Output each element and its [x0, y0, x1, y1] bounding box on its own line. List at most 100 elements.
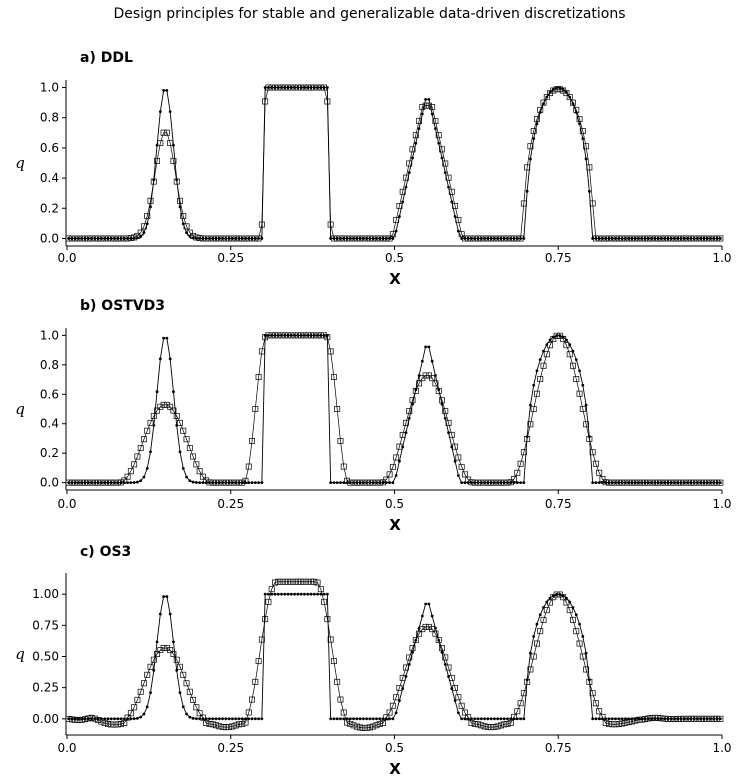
data-point	[215, 717, 218, 720]
x-tick-label: 0.0	[57, 497, 76, 511]
data-point	[608, 717, 611, 720]
y-tick-label: 1.00	[32, 587, 59, 601]
x-tick-label: 1.0	[712, 741, 731, 755]
data-point	[218, 717, 221, 720]
data-point	[107, 717, 110, 720]
data-point	[287, 593, 290, 596]
data-point	[424, 603, 427, 606]
data-point	[116, 717, 119, 720]
data-point	[254, 481, 257, 484]
data-point	[536, 623, 539, 626]
data-point	[339, 717, 342, 720]
data-point	[260, 481, 263, 484]
data-point	[300, 593, 303, 596]
data-point	[500, 717, 503, 720]
data-point	[611, 717, 614, 720]
data-point	[490, 717, 493, 720]
data-point	[595, 717, 598, 720]
data-point	[401, 200, 404, 203]
data-point	[431, 615, 434, 618]
y-axis-label: q	[15, 400, 25, 418]
data-point	[536, 369, 539, 372]
data-point	[316, 593, 319, 596]
data-point	[165, 337, 168, 340]
data-point	[519, 717, 522, 720]
data-point	[444, 417, 447, 420]
data-point	[427, 603, 430, 606]
data-point	[355, 717, 358, 720]
x-tick-label: 0.25	[217, 497, 244, 511]
data-point	[486, 717, 489, 720]
data-point	[391, 481, 394, 484]
data-point	[231, 717, 234, 720]
data-point	[421, 113, 424, 116]
data-point	[198, 481, 201, 484]
data-point	[431, 113, 434, 116]
series-line	[69, 88, 721, 239]
panel-b-ostvd3: b) OSTVD30.00.20.40.60.81.00.0 0.25 0.5 0.7…	[15, 298, 731, 534]
panel-c-os3: c) OS30.000.250.500.751.000.0 0.25 0.5 0.75…	[15, 544, 731, 778]
data-point	[424, 346, 427, 349]
data-point	[169, 357, 172, 360]
data-point	[359, 717, 362, 720]
data-point	[614, 717, 617, 720]
data-point	[221, 717, 224, 720]
y-tick-label: 0.2	[40, 201, 59, 215]
data-point	[211, 717, 214, 720]
data-point	[431, 360, 434, 363]
data-point	[179, 691, 182, 694]
y-tick-label: 0.75	[32, 618, 59, 632]
x-tick-label: 0.75	[545, 497, 572, 511]
panel-a-ddl: a) DDL 0.0 0.2 0.4 0.6 0.8 1.0 0.0 0.25 0.5 0.75 1.…	[15, 50, 731, 288]
data-point	[434, 127, 437, 130]
numerical-series	[66, 579, 723, 730]
data-point	[182, 467, 185, 470]
data-point	[333, 717, 336, 720]
data-point	[369, 717, 372, 720]
y-tick-label: 0.6	[40, 387, 59, 401]
data-point	[313, 593, 316, 596]
data-point	[260, 717, 263, 720]
data-point	[162, 595, 165, 598]
data-point	[264, 593, 267, 596]
data-point	[257, 717, 260, 720]
y-tick-label: 0.4	[40, 417, 59, 431]
x-tick-label: 1.0	[712, 497, 731, 511]
y-tick-label: 0.25	[32, 681, 59, 695]
data-point	[522, 717, 525, 720]
series-line	[69, 582, 721, 728]
data-point	[408, 171, 411, 174]
x-tick-label: 1.0	[712, 251, 731, 265]
data-point	[188, 479, 191, 482]
data-point	[529, 404, 532, 407]
data-point	[139, 716, 142, 719]
data-point	[585, 158, 588, 161]
data-point	[427, 98, 430, 101]
data-point	[378, 717, 381, 720]
y-tick-label: 0.8	[40, 358, 59, 372]
y-tick-label: 1.0	[40, 81, 59, 95]
data-point	[480, 717, 483, 720]
data-point	[595, 481, 598, 484]
data-point	[192, 717, 195, 720]
y-tick-label: 0.2	[40, 446, 59, 460]
data-point	[473, 717, 476, 720]
y-tick-label: 0.0	[40, 476, 59, 490]
x-tick-label: 0.75	[545, 741, 572, 755]
y-tick-label: 1.0	[40, 328, 59, 342]
data-point	[192, 481, 195, 484]
data-point	[143, 713, 146, 716]
data-point	[421, 615, 424, 618]
y-tick-label: 0.8	[40, 111, 59, 125]
data-point	[185, 713, 188, 716]
x-tick-label: 0.75	[545, 251, 572, 265]
x-tick-label: 0.25	[217, 741, 244, 755]
data-point	[159, 110, 162, 113]
data-point	[408, 417, 411, 420]
data-point	[251, 481, 254, 484]
data-point	[526, 190, 529, 193]
numerical-series	[66, 85, 723, 241]
data-point	[372, 717, 375, 720]
exact-series	[67, 86, 722, 240]
